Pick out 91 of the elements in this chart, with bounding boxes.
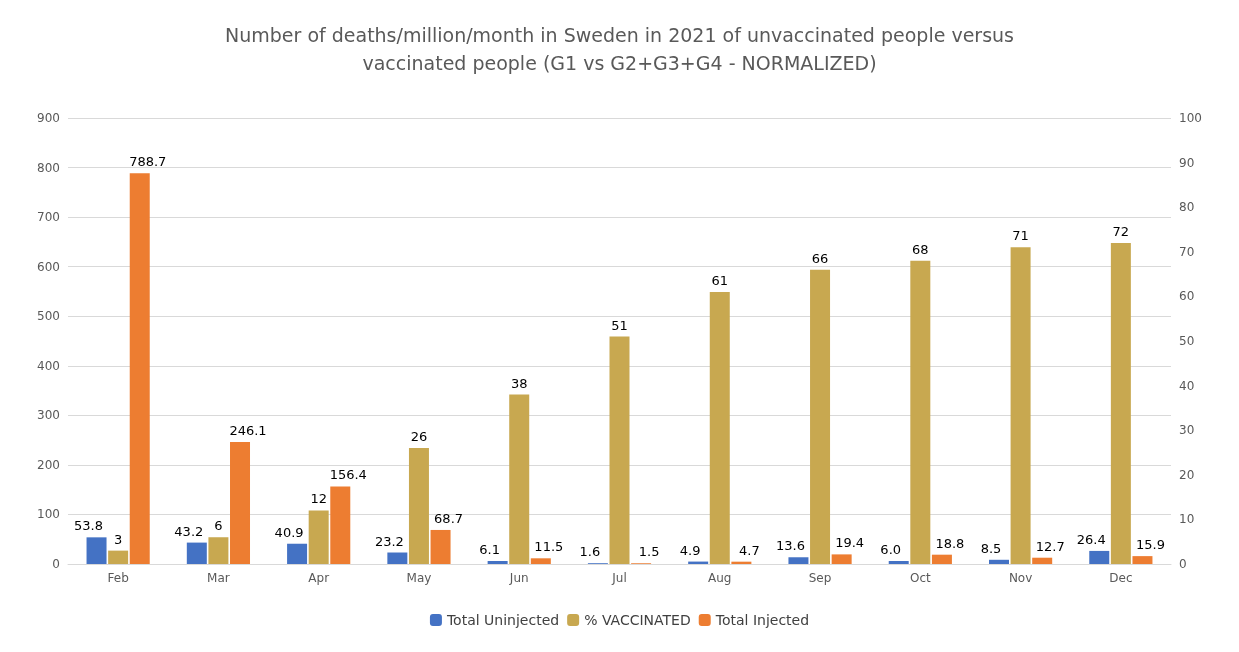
bar [910,260,931,564]
x-tick-label: Mar [207,571,230,585]
x-tick-label: Sep [808,571,832,585]
data-label: 12.7 [1035,538,1065,554]
bar [888,561,909,564]
data-label: 72 [1112,223,1130,239]
chart-title: Number of deaths/million/month in Sweden in 2021 of unvaccinated people versus vaccinated people (G1 vs G2+G3+G4 - NORMALIZED) [225,24,1014,74]
data-label: 12 [310,491,327,507]
bar [988,559,1009,564]
x-tick-label: Aug [708,571,732,585]
y2-tick-label: 40 [1179,378,1195,393]
data-label: 788.7 [129,154,167,170]
y2-tick-label: 10 [1179,512,1195,527]
x-tick-label: Nov [1008,571,1033,585]
y-tick-label: 500 [37,309,60,324]
data-label: 3 [114,531,123,547]
bar [1089,550,1110,564]
y-tick-label: 200 [37,457,60,472]
data-label: 246.1 [229,423,267,439]
data-label: 68 [912,241,929,257]
y-tick-label: 100 [37,507,60,522]
y2-tick-label: 50 [1179,334,1195,348]
data-label: 51 [611,317,628,333]
bar [709,291,730,564]
bar [1032,557,1053,564]
y-tick-label: 900 [37,111,60,125]
y-tick-label: 600 [37,259,60,274]
data-label: 26.4 [1076,531,1106,547]
bar [430,529,451,564]
bar [1110,242,1131,564]
data-label: 53.8 [74,518,104,534]
legend-label: Total Injected [714,612,810,628]
y-tick-label: 0 [52,557,60,571]
data-label: 13.6 [775,538,805,554]
y-tick-label: 700 [37,210,60,225]
x-tick-label: Feb [107,571,129,585]
y-tick-label: 800 [37,160,60,175]
x-tick-label: Jun [508,571,529,585]
bar [931,554,952,564]
data-label: 18.8 [935,535,965,551]
y2-tick-label: 30 [1179,423,1195,438]
bar [1132,556,1153,564]
data-label: 8.5 [980,540,1002,556]
data-label: 38 [510,375,528,391]
data-label: 156.4 [329,467,367,483]
data-label: 6.1 [479,541,500,557]
data-label: 66 [811,250,829,266]
y2-tick-label: 20 [1179,467,1195,482]
bar [509,394,530,564]
data-label: 68.7 [434,510,464,526]
data-label: 11.5 [534,539,564,555]
x-tick-label: Apr [308,571,330,585]
bar [609,336,630,564]
y-tick-label: 300 [37,408,60,423]
x-tick-label: Jul [611,571,627,585]
y2-tick-label: 80 [1179,200,1195,215]
y-tick-label: 400 [37,358,60,373]
data-label: 1.6 [579,544,601,560]
bar [788,557,809,564]
y2-tick-label: 100 [1179,111,1202,125]
bar [408,448,429,564]
bar [1010,247,1031,564]
bar [487,560,508,564]
y2-tick-label: 60 [1179,289,1195,304]
legend-label: % VACCINATED [584,612,691,628]
data-label: 71 [1012,228,1029,244]
bar [810,269,831,564]
data-label: 26 [410,429,428,445]
data-label: 6.0 [880,542,902,558]
x-tick-label: May [406,571,432,585]
x-tick-label: Dec [1109,571,1133,585]
bar [530,558,551,564]
data-label: 19.4 [835,535,865,551]
data-label: 61 [711,272,729,288]
data-label: 4.9 [679,542,701,558]
legend-label: Total Uninjected [445,612,560,628]
data-label: 1.5 [638,544,660,560]
x-tick-label: Oct [909,571,931,585]
data-label: 4.7 [739,542,760,558]
bar [129,173,150,564]
data-label: 6 [214,518,223,534]
data-label: 15.9 [1135,537,1165,553]
data-label: 40.9 [274,524,304,540]
bar [230,442,251,564]
bar [831,554,852,564]
bar [387,552,408,564]
y2-tick-label: 0 [1179,557,1187,571]
y2-tick-label: 70 [1179,244,1195,259]
data-label: 23.2 [374,533,404,549]
data-label: 43.2 [174,523,204,539]
y2-tick-label: 90 [1179,155,1195,170]
